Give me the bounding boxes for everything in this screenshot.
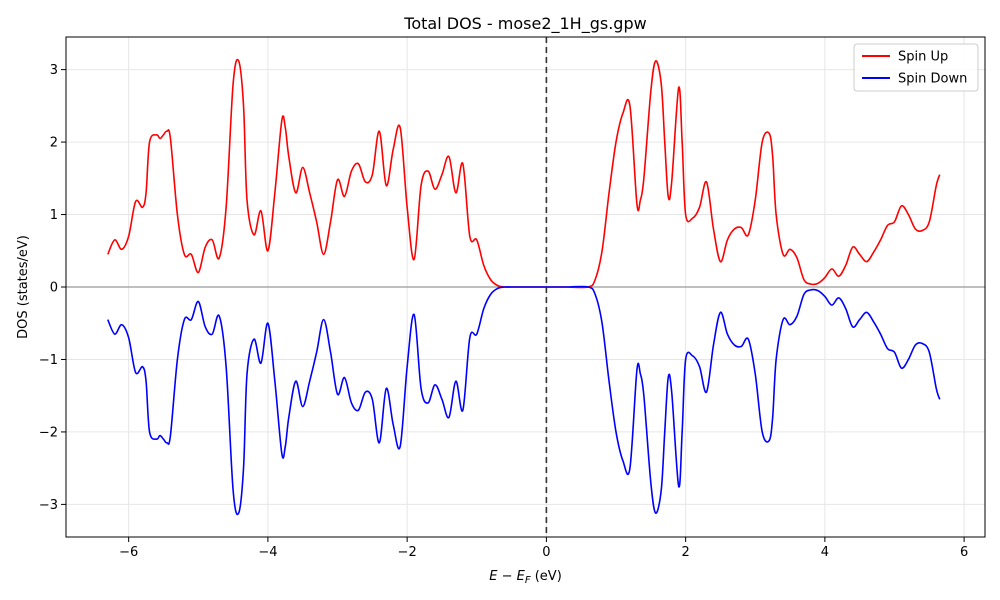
spin-up-line: [107, 58, 941, 289]
x-tick-label: −6: [119, 545, 138, 560]
x-axis-label-main: E − E: [489, 569, 525, 584]
y-tick-label: 1: [50, 208, 58, 223]
x-axis-label-subscript: F: [525, 575, 531, 586]
y-tick-label: 3: [50, 63, 58, 78]
y-tick-label: −3: [39, 498, 58, 513]
y-tick-label: −2: [39, 425, 58, 440]
legend-label-spin-up: Spin Up: [898, 50, 948, 65]
x-tick-label: −2: [398, 545, 417, 560]
x-axis-label-unit: (eV): [531, 569, 562, 584]
y-tick-label: 0: [50, 281, 58, 296]
spin-down-line: [107, 285, 941, 516]
series-lines: [107, 58, 941, 516]
axis-ticks: −6 −4 −2 0 2 4 6 −3 −2 −1 0 1 2 3: [39, 63, 968, 560]
x-tick-label: 0: [542, 545, 550, 560]
x-tick-label: 2: [681, 545, 689, 560]
x-tick-label: 6: [960, 545, 968, 560]
legend-label-spin-down: Spin Down: [898, 72, 967, 87]
x-axis-label: E − EF (eV): [489, 569, 562, 586]
legend: Spin Up Spin Down: [853, 43, 979, 92]
x-tick-label: 4: [821, 545, 829, 560]
y-tick-label: 2: [50, 136, 58, 151]
x-tick-label: −4: [258, 545, 277, 560]
y-axis-label: DOS (states/eV): [16, 235, 31, 339]
y-tick-label: −1: [39, 353, 58, 368]
chart-title: Total DOS - mose2_1H_gs.gpw: [403, 14, 646, 34]
